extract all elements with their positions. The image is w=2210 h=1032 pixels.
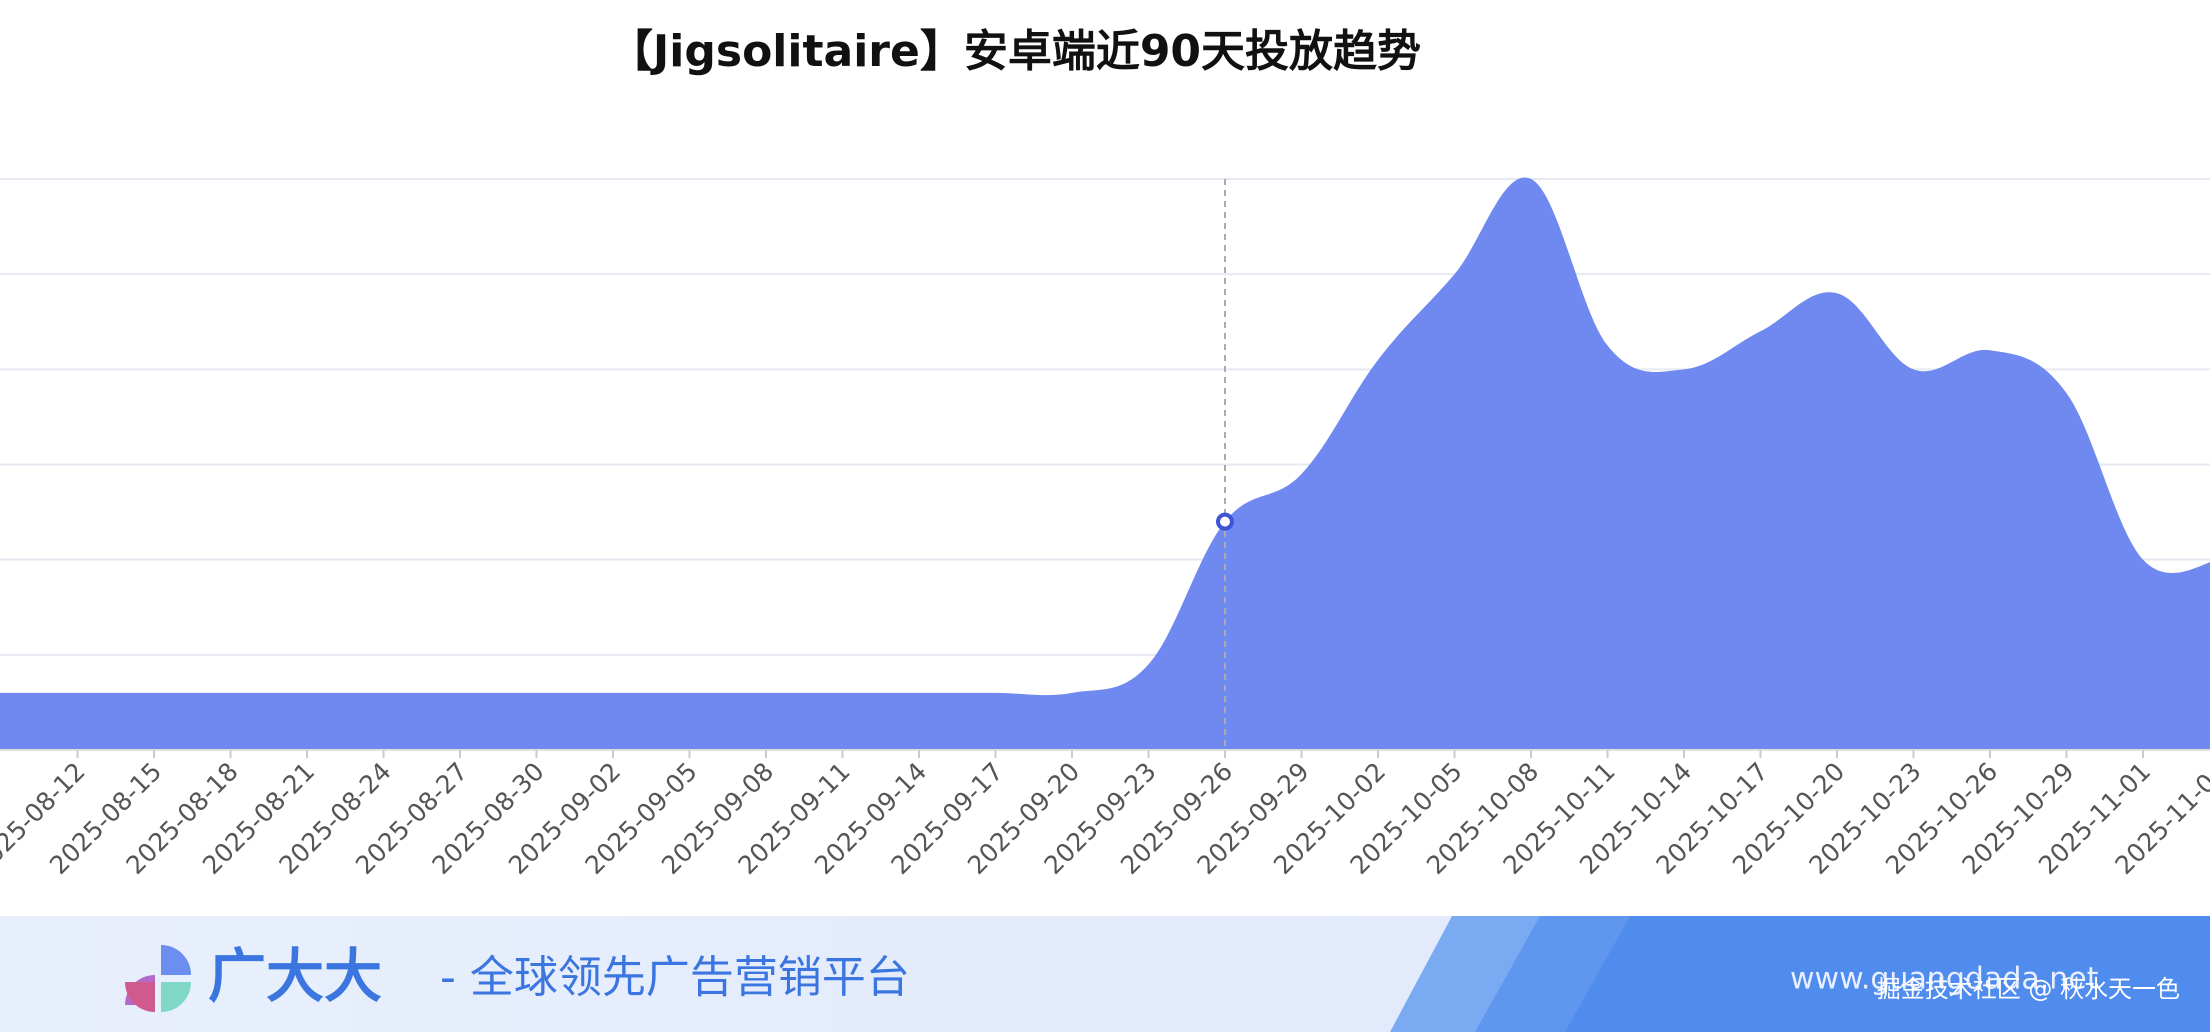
chart-title: 【Jigsolitaire】安卓端近90天投放趋势 bbox=[609, 26, 1421, 77]
logo bbox=[125, 945, 191, 1012]
footer-band bbox=[1565, 916, 2210, 1032]
footer-slogan: - 全球领先广告营销平台 bbox=[440, 952, 910, 1003]
watermark: 掘金技术社区 @ 秋水天一色 bbox=[1877, 975, 2180, 1003]
footer-url: www.guangdada.net bbox=[1790, 962, 2099, 997]
footer-brand: 广大大 bbox=[208, 942, 382, 1010]
area bbox=[0, 177, 2210, 750]
hover-point bbox=[1216, 512, 1234, 531]
